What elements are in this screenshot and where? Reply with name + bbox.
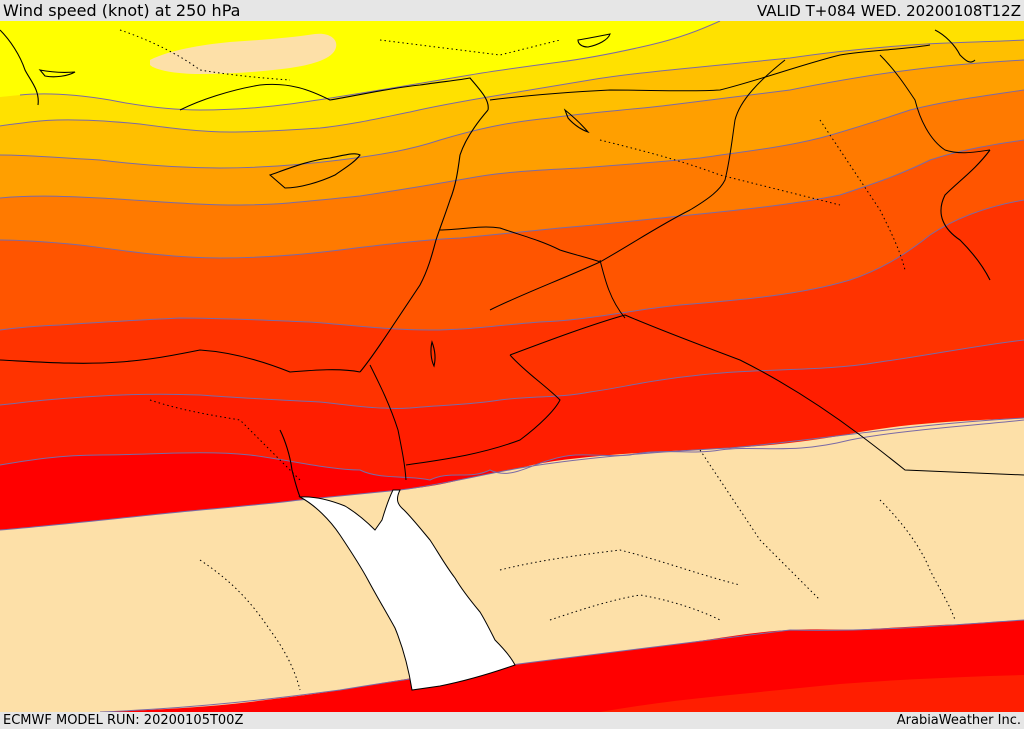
admin-line-5: [699, 449, 821, 601]
sinai-jordan-border: [405, 354, 561, 466]
red-band-southeast: [600, 675, 1024, 712]
calm-patch-north: [150, 33, 337, 74]
cyprus-coast: [268, 153, 361, 189]
greece-coast: [0, 29, 39, 106]
saudi-border: [509, 314, 1024, 476]
contour-8: [19, 21, 721, 111]
jordan-border: [599, 259, 626, 319]
header-bar: [0, 0, 1024, 21]
contour-6: [0, 59, 1024, 169]
admin-line-9: [549, 594, 721, 621]
egypt-coast: [0, 349, 361, 373]
wind-speed-map: [0, 21, 1024, 712]
admin-line-1: [119, 29, 291, 81]
turkey-border: [489, 44, 931, 101]
lake-van: [577, 33, 611, 48]
gulf-coast: [940, 149, 991, 281]
dead-sea: [430, 340, 436, 368]
contour-9: [0, 417, 1024, 531]
model-run-label: ECMWF MODEL RUN: 20200105T00Z: [3, 713, 244, 728]
contour-2: [0, 339, 1024, 409]
levant-coast: [359, 109, 489, 373]
iran-border: [879, 54, 991, 154]
contour-5: [0, 89, 1024, 206]
wind-contours: [0, 21, 1024, 712]
admin-line-7: [199, 559, 301, 691]
contour-1: [0, 419, 1024, 481]
band-yellow: [0, 21, 720, 110]
contour-3: [0, 199, 1024, 331]
lake-urmia: [563, 108, 590, 134]
egypt-border: [369, 364, 407, 481]
iraq-border: [489, 59, 786, 311]
calm-band-south: [0, 418, 1024, 712]
valid-time-label: VALID T+084 WED. 20200108T12Z: [756, 2, 1021, 20]
caspian-coast: [934, 29, 976, 63]
sea-of-marmara: [38, 69, 76, 78]
contour-4: [0, 139, 1024, 259]
geography-lines: [0, 29, 1024, 498]
admin-line-4: [499, 549, 741, 586]
sinai-peninsula: [279, 429, 301, 498]
syria-border: [439, 226, 601, 263]
admin-boundaries: [119, 29, 956, 691]
map-title: Wind speed (knot) at 250 hPa: [3, 1, 241, 20]
contour-7: [0, 39, 1024, 133]
credit-label: ArabiaWeather Inc.: [896, 713, 1021, 728]
contour-10: [99, 619, 1024, 712]
admin-line-3: [149, 399, 301, 481]
admin-line-6: [879, 499, 956, 621]
footer-bar: [0, 712, 1024, 729]
admin-line-8: [819, 119, 906, 271]
red-sea: [298, 489, 516, 691]
turkey-coast: [179, 77, 489, 111]
